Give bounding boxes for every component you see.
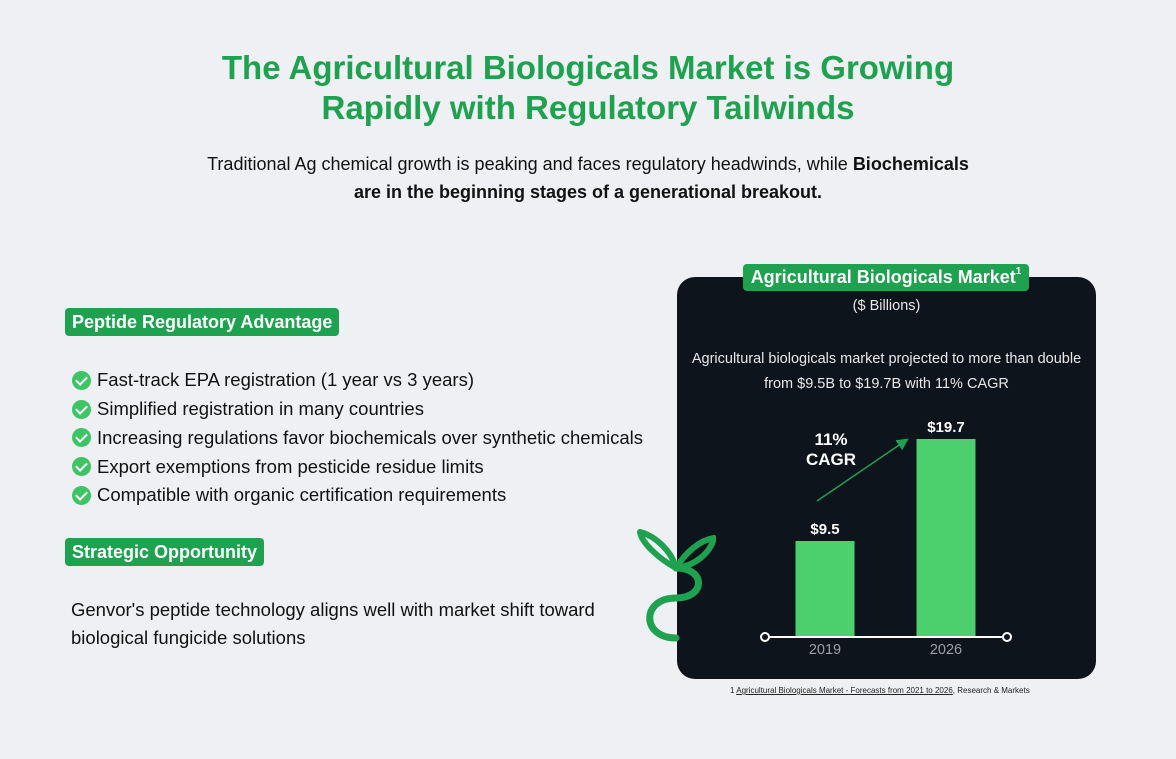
x-tick-label-2026: 2026: [930, 642, 962, 658]
strategic-opportunity-heading: Strategic Opportunity: [65, 538, 265, 566]
page-title-line1: The Agricultural Biologicals Market is G…: [221, 49, 955, 86]
chart-annotation: Agricultural biologicals market projecte…: [691, 351, 1082, 392]
strategic-opportunity-text: Genvor's peptide technology aligns well …: [71, 599, 595, 648]
peptide-advantage-heading: Peptide Regulatory Advantage: [65, 308, 340, 336]
footnote-link[interactable]: Agricultural Biologicals Market - Foreca…: [736, 686, 953, 695]
subtitle-emphasis: Biochemicals: [852, 154, 969, 174]
list-item: Increasing regulations favor biochemical…: [72, 424, 643, 453]
footnote: 1 Agricultural Biologicals Market - Fore…: [730, 686, 1030, 695]
subtitle-line1: Traditional Ag chemical growth is peakin…: [0, 150, 1176, 178]
x-tick-label-2019: 2019: [809, 642, 841, 658]
footnote-number: 1: [730, 686, 735, 695]
data-label-2019: $9.5: [810, 521, 839, 538]
bar-2019: [795, 541, 855, 636]
chart-title: Agricultural Biologicals Market1: [743, 264, 1029, 291]
subtitle-line1-text: Traditional Ag chemical growth is peakin…: [207, 154, 853, 174]
cagr-label-text: CAGR: [806, 450, 856, 469]
list-item-label: Simplified registration in many countrie…: [97, 398, 424, 420]
list-item-label: Increasing regulations favor biochemical…: [97, 426, 644, 448]
chart-title-footnote-ref: 1: [1015, 266, 1022, 277]
data-label-2026: $19.7: [927, 419, 965, 436]
chart-units: ($ Billions): [852, 298, 921, 314]
list-item: Simplified registration in many countrie…: [72, 395, 643, 424]
subtitle-line2: are in the beginning stages of a generat…: [0, 178, 1176, 206]
check-icon: [72, 370, 91, 390]
subtitle-line2-text: are in the beginning stages of a generat…: [353, 182, 823, 202]
x-axis-start-dot: [760, 632, 770, 642]
list-item: Fast-track EPA registration (1 year vs 3…: [72, 366, 643, 395]
footnote-source: , Research & Markets: [952, 686, 1030, 695]
list-item: Compatible with organic certification re…: [72, 481, 643, 510]
chart-title-text: Agricultural Biologicals Market: [750, 267, 1016, 287]
page-title-line2: Rapidly with Regulatory Tailwinds: [321, 89, 855, 126]
list-item-label: Compatible with organic certification re…: [97, 484, 507, 506]
list-item-label: Export exemptions from pesticide residue…: [97, 455, 484, 477]
check-icon: [72, 428, 91, 448]
x-axis-end-dot: [1002, 632, 1012, 642]
cagr-label-percent: 11%: [814, 430, 847, 449]
bar-chart: $9.5 2019 $19.7 2026 11% CAGR: [760, 419, 1012, 658]
list-item-label: Fast-track EPA registration (1 year vs 3…: [97, 369, 474, 391]
page-title: The Agricultural Biologicals Market is G…: [0, 48, 1176, 128]
check-icon: [72, 399, 91, 419]
check-icon: [72, 457, 91, 477]
chart-panel: [677, 277, 1096, 679]
peptide-advantage-list: Fast-track EPA registration (1 year vs 3…: [72, 366, 643, 510]
check-icon: [72, 485, 91, 505]
trend-arrow-icon: [816, 438, 909, 502]
page-subtitle: Traditional Ag chemical growth is peakin…: [0, 150, 1176, 206]
bar-2026: [916, 439, 976, 636]
bars-group: $9.5 2019 $19.7 2026: [795, 419, 976, 658]
list-item: Export exemptions from pesticide residue…: [72, 452, 643, 481]
sprout-icon: [637, 529, 716, 642]
